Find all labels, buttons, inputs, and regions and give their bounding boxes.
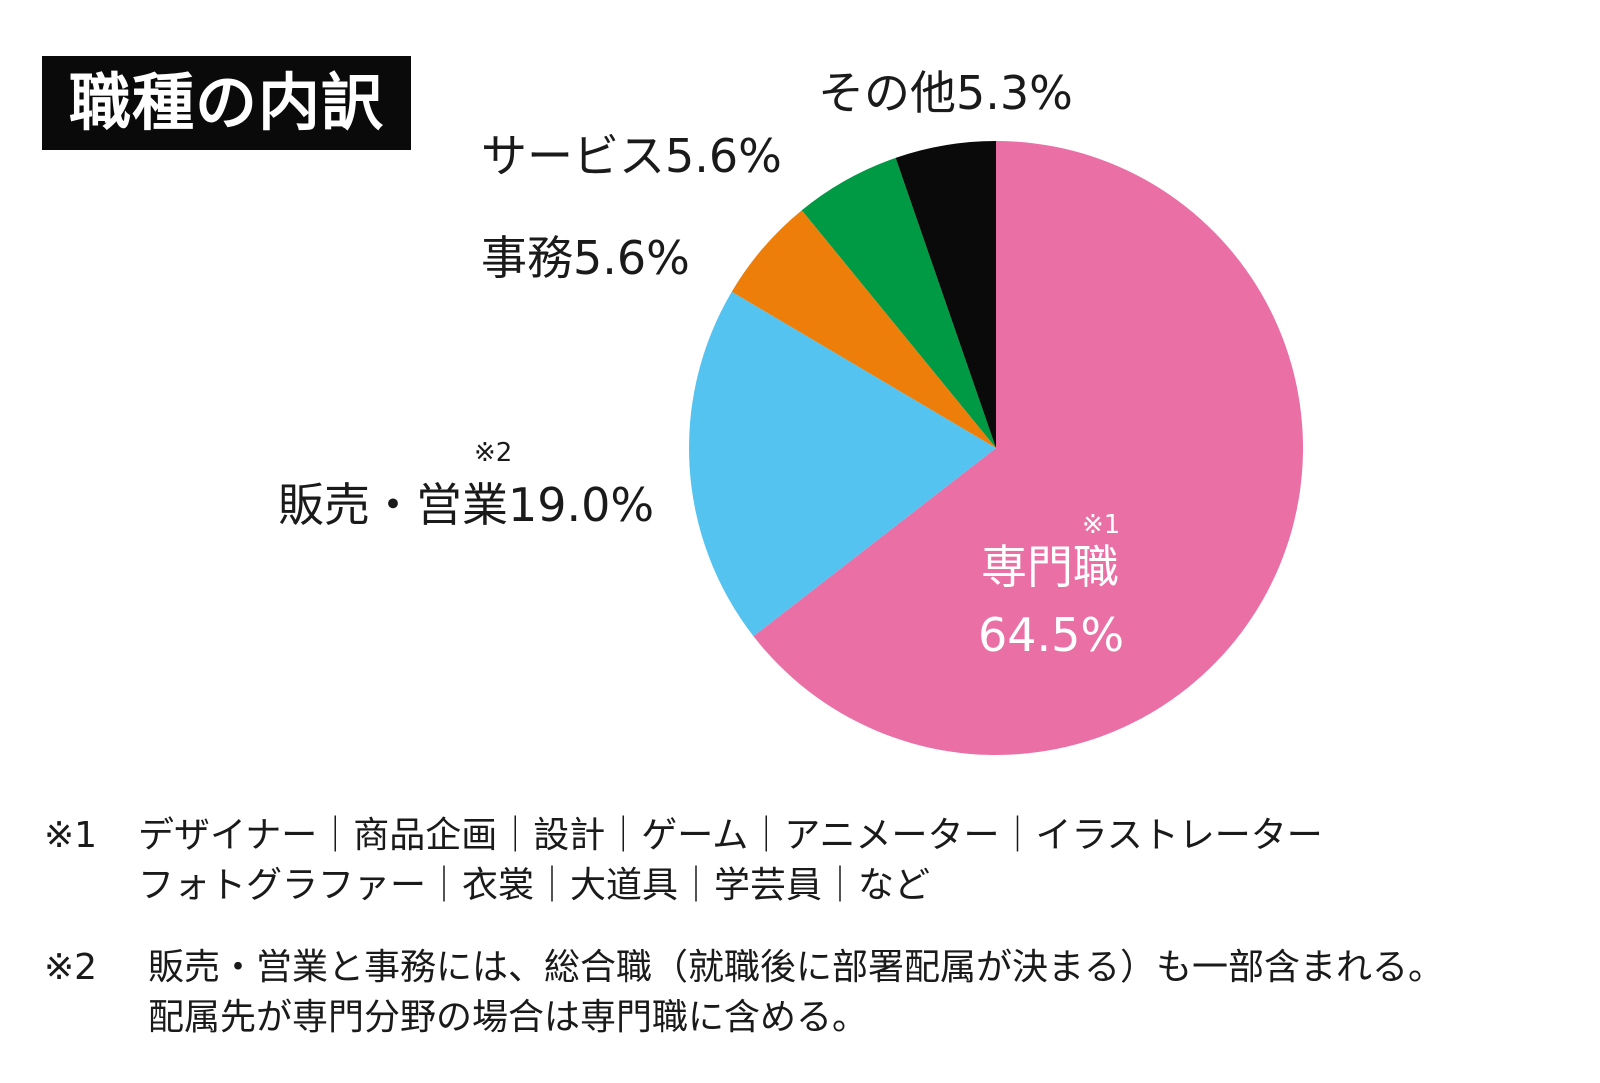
slice-sales [689,291,996,637]
label-sales-note: ※2 [474,438,513,468]
footnote-1-line1: デザイナー｜商品企画｜設計｜ゲーム｜アニメーター｜イラストレーター [138,815,1323,856]
slice-service [801,157,996,448]
label-other: その他5.3% [818,66,1073,120]
label-specialist-name: 専門職 [981,540,1119,594]
label-office: 事務5.6% [481,231,690,285]
chart-title: 職種の内訳 [42,56,411,150]
footnote-2-line2: 配属先が専門分野の場合は専門職に含める。 [148,997,869,1038]
slice-specialist [753,141,1303,756]
label-specialist-note: ※1 [1082,510,1121,540]
footnote-2-line1: 販売・営業と事務には、総合職（就職後に部署配属が決まる）も一部含まれる。 [148,947,1445,988]
footnote-2-mark: ※2 [44,947,98,988]
slice-office [731,210,996,448]
footnote-1-mark: ※1 [44,815,98,856]
footnote-1-line2: フォトグラファー｜衣裳｜大道具｜学芸員｜など [138,865,931,906]
label-specialist-value: 64.5% [978,608,1125,662]
slice-other [895,141,996,448]
label-sales: 販売・営業19.0% [278,478,655,532]
label-service: サービス5.6% [481,129,782,183]
